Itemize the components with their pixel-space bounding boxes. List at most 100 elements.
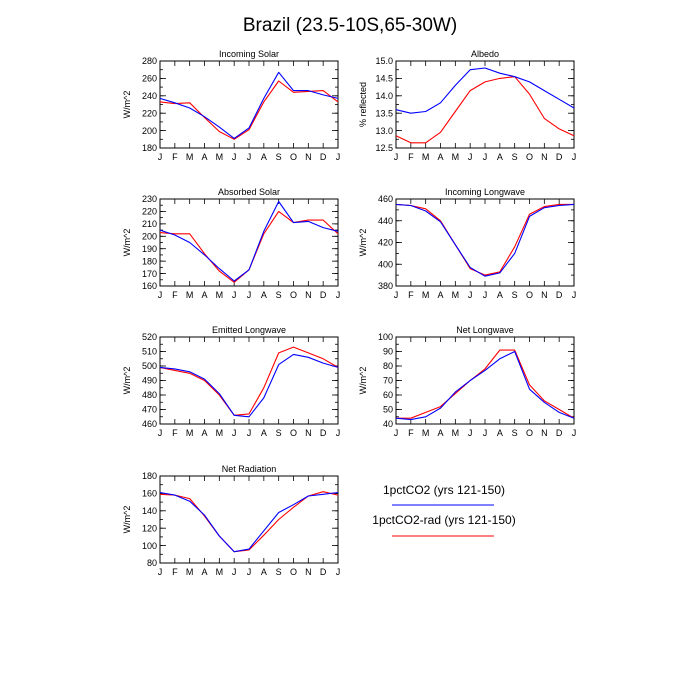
y-tick-label: 200 (142, 231, 157, 241)
x-tick-label: J (483, 428, 488, 438)
figure-title: Brazil (23.5-10S,65-30W) (243, 15, 457, 36)
y-tick-label: 400 (378, 259, 393, 269)
x-tick-label: F (408, 152, 414, 162)
x-tick-label: O (290, 290, 297, 300)
y-tick-label: 230 (142, 194, 157, 204)
series-line-1pctco2-rad-yrs-121-150 (396, 349, 575, 419)
x-tick-label: D (320, 290, 327, 300)
y-tick-label: 180 (142, 471, 157, 481)
x-tick-label: A (201, 567, 207, 577)
x-tick-label: M (216, 567, 224, 577)
legend: 1pctCO2 (yrs 121-150) 1pctCO2-rad (yrs 1… (372, 483, 516, 537)
y-tick-label: 100 (142, 541, 157, 551)
legend-label-1pctco2: 1pctCO2 (yrs 121-150) (383, 483, 505, 497)
x-tick-label: N (305, 152, 312, 162)
x-tick-label: J (468, 290, 473, 300)
x-tick-label: D (556, 290, 563, 300)
x-tick-label: M (422, 290, 430, 300)
chart-title: Emitted Longwave (212, 325, 286, 335)
y-tick-label: 380 (378, 281, 393, 291)
series-line-1pctco2-yrs-121-150 (395, 67, 575, 114)
y-tick-label: 520 (142, 332, 157, 342)
x-tick-label: S (276, 567, 282, 577)
x-tick-label: J (394, 428, 399, 438)
x-tick-label: A (201, 290, 207, 300)
y-axis-label: W/m^2 (358, 367, 368, 395)
series-line-1pctco2-yrs-121-150 (159, 491, 339, 553)
x-tick-label: J (572, 428, 577, 438)
x-tick-label: J (394, 290, 399, 300)
x-tick-label: D (556, 428, 563, 438)
x-tick-label: A (497, 152, 503, 162)
x-tick-label: M (186, 290, 194, 300)
x-tick-label: A (261, 152, 267, 162)
x-tick-label: O (526, 290, 533, 300)
x-tick-label: A (201, 152, 207, 162)
x-tick-label: J (232, 428, 237, 438)
x-tick-label: A (261, 290, 267, 300)
x-tick-label: M (422, 428, 430, 438)
x-tick-label: J (483, 290, 488, 300)
y-tick-label: 200 (142, 126, 157, 136)
x-tick-label: J (232, 152, 237, 162)
y-tick-label: 220 (142, 207, 157, 217)
x-tick-label: M (452, 290, 460, 300)
plot-frame (159, 60, 339, 149)
chart-title: Absorbed Solar (218, 187, 280, 197)
x-tick-label: S (276, 290, 282, 300)
x-tick-label: O (290, 567, 297, 577)
x-tick-label: J (336, 290, 341, 300)
x-tick-label: O (290, 428, 297, 438)
y-tick-label: 510 (142, 347, 157, 357)
y-tick-label: 80 (383, 361, 393, 371)
y-tick-label: 70 (383, 376, 393, 386)
y-tick-label: 190 (142, 244, 157, 254)
y-axis-label: W/m^2 (358, 229, 368, 257)
x-tick-label: J (232, 290, 237, 300)
series-line-1pctco2-rad-yrs-121-150 (159, 491, 339, 553)
y-tick-label: 140 (142, 506, 157, 516)
y-tick-label: 160 (142, 489, 157, 499)
x-tick-label: J (247, 567, 252, 577)
y-axis-label: W/m^2 (122, 506, 132, 534)
x-tick-label: N (541, 428, 548, 438)
x-tick-label: N (541, 152, 548, 162)
y-tick-label: 260 (142, 74, 157, 84)
x-tick-label: N (305, 290, 312, 300)
x-tick-label: O (526, 428, 533, 438)
x-tick-label: N (541, 290, 548, 300)
y-tick-label: 13.0 (375, 126, 393, 136)
y-tick-label: 460 (378, 194, 393, 204)
x-tick-label: M (186, 152, 194, 162)
x-tick-label: M (216, 428, 224, 438)
x-tick-label: A (261, 428, 267, 438)
x-tick-label: M (216, 152, 224, 162)
chart-title: Net Radiation (222, 464, 277, 474)
x-tick-label: S (276, 428, 282, 438)
x-tick-label: J (247, 428, 252, 438)
x-tick-label: A (437, 152, 443, 162)
y-tick-label: 160 (142, 281, 157, 291)
y-tick-label: 14.0 (375, 91, 393, 101)
x-tick-label: N (305, 567, 312, 577)
x-tick-label: A (497, 290, 503, 300)
x-tick-label: F (172, 152, 178, 162)
y-tick-label: 50 (383, 405, 393, 415)
x-tick-label: A (497, 428, 503, 438)
x-tick-label: J (232, 567, 237, 577)
x-tick-label: O (526, 152, 533, 162)
y-tick-label: 12.5 (375, 143, 393, 153)
series-line-1pctco2-yrs-121-150 (159, 71, 339, 139)
x-tick-label: J (468, 428, 473, 438)
x-tick-label: S (512, 428, 518, 438)
x-tick-label: M (186, 428, 194, 438)
y-tick-label: 13.5 (375, 108, 393, 118)
y-tick-label: 480 (142, 390, 157, 400)
x-tick-label: J (468, 152, 473, 162)
x-tick-label: M (452, 152, 460, 162)
